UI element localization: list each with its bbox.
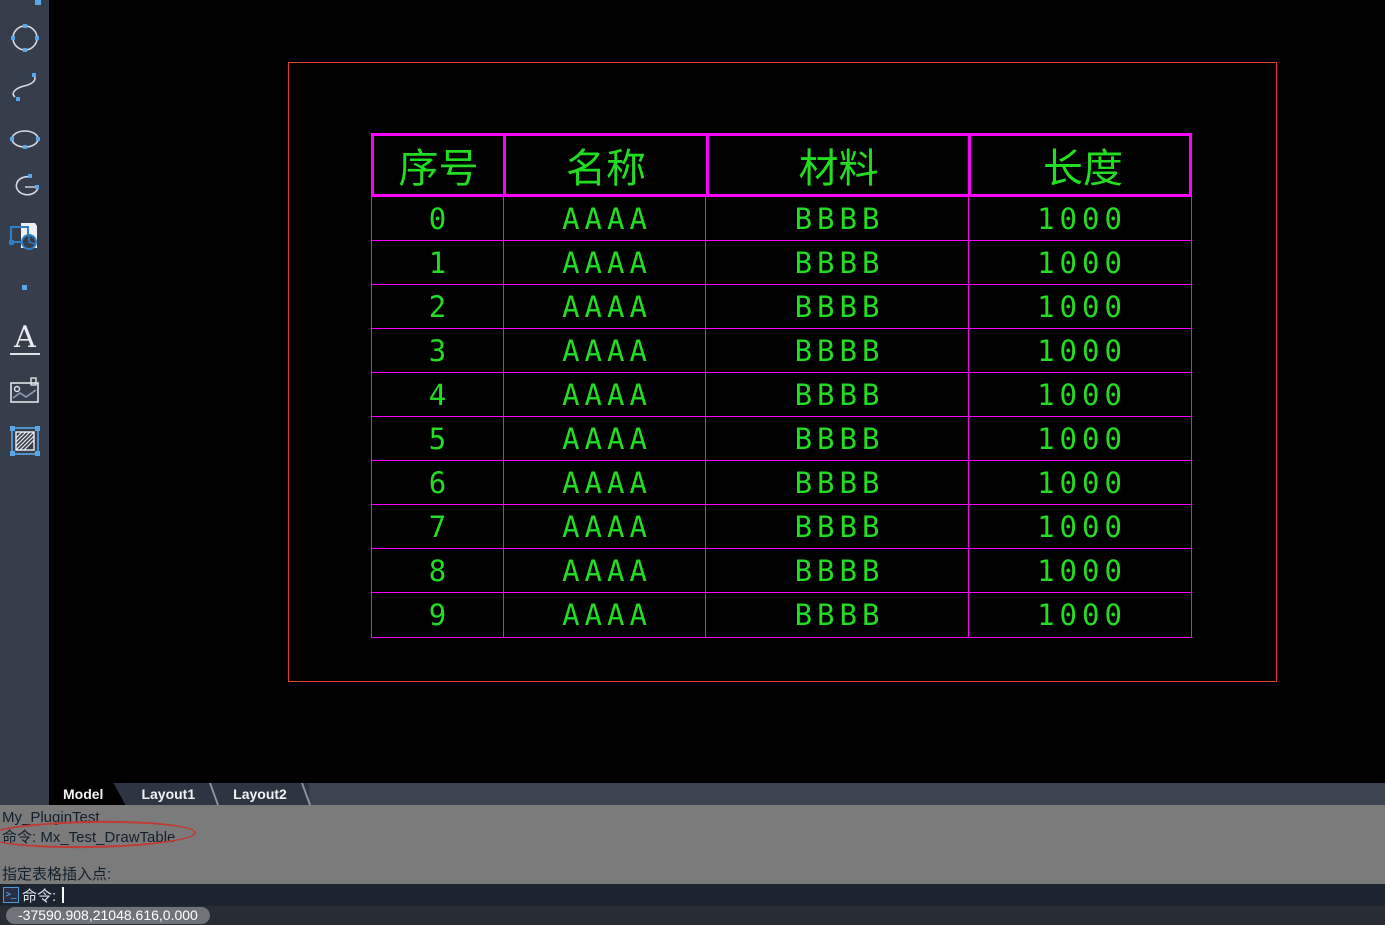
arc-tool-button[interactable] — [8, 171, 42, 205]
drawing-frame — [288, 62, 1277, 682]
arc-icon — [8, 171, 42, 205]
layout-tab-bar: Model Layout1 Layout2 — [49, 783, 1385, 805]
table-cell: 6 — [372, 461, 504, 504]
table-cell: 1000 — [1037, 245, 1127, 280]
table-row: 9 AAAA BBBB 1000 — [372, 593, 1191, 637]
table-cell: AAAA — [504, 549, 706, 592]
table-row: 0 AAAA BBBB 1000 — [372, 197, 1191, 241]
table-cell: 9 — [372, 593, 504, 637]
table-cell: BBBB — [706, 373, 969, 416]
image-tool-button[interactable] — [8, 375, 42, 405]
table-cell: BBBB — [706, 461, 969, 504]
image-icon — [8, 375, 42, 405]
block-icon — [8, 221, 42, 255]
table-cell: BBBB — [706, 241, 969, 284]
text-icon: A — [8, 323, 42, 355]
table-cell: 1000 — [1037, 598, 1127, 632]
table-row: 6 AAAA BBBB 1000 — [372, 461, 1191, 505]
table-cell: 2 — [372, 285, 504, 328]
table-cell: AAAA — [504, 593, 706, 637]
table-row: 3 AAAA BBBB 1000 — [372, 329, 1191, 373]
table-row: 8 AAAA BBBB 1000 — [372, 549, 1191, 593]
draw-toolbar: A — [0, 0, 49, 805]
table-header-cell: 长度 — [1043, 146, 1123, 192]
ellipse-tool-button[interactable] — [8, 126, 42, 154]
table-cell: AAAA — [504, 505, 706, 548]
terminal-prompt-icon: >_ — [3, 887, 19, 903]
table-cell: 1000 — [1037, 201, 1127, 236]
hatch-tool-button[interactable] — [8, 424, 42, 458]
table-cell: BBBB — [706, 505, 969, 548]
table-row: 4 AAAA BBBB 1000 — [372, 373, 1191, 417]
circle-tool-button[interactable] — [8, 21, 42, 55]
tab-layout2[interactable]: Layout2 — [233, 786, 287, 802]
command-input-row[interactable]: >_ 命令: — [0, 884, 1385, 906]
table-cell: 1000 — [1037, 377, 1127, 412]
table-cell: BBBB — [706, 549, 969, 592]
tab-layout1[interactable]: Layout1 — [141, 786, 196, 802]
table-cell: 0 — [372, 197, 504, 240]
table-cell: AAAA — [504, 329, 706, 372]
table-cell: 1000 — [1037, 333, 1127, 368]
text-tool-button[interactable]: A — [8, 323, 42, 358]
tab-bar-filler — [308, 783, 1385, 805]
table-cell: BBBB — [706, 417, 969, 460]
ellipse-icon — [8, 126, 42, 154]
table-cell: BBBB — [706, 285, 969, 328]
block-tool-button[interactable] — [8, 221, 42, 255]
spline-icon — [8, 71, 42, 105]
table-body: 0 AAAA BBBB 1000 1 AAAA BBBB 1000 2 AAAA BBBB 1000 3… — [371, 197, 1192, 638]
table-cell: AAAA — [504, 197, 706, 240]
cad-table: 序号 名称 材料 长度 0 AAAA BBBB 1000 1 AAAA BBBB 1000 2 AAAA… — [371, 133, 1192, 638]
command-history-line: My_PluginTest — [2, 809, 100, 826]
circle-icon — [8, 21, 42, 55]
table-cell: 1000 — [1037, 553, 1127, 588]
table-cell: 4 — [372, 373, 504, 416]
table-cell: 5 — [372, 417, 504, 460]
command-history-line: 命令: Mx_Test_DrawTable — [2, 829, 176, 846]
table-cell: 1000 — [1037, 421, 1127, 456]
table-row: 2 AAAA BBBB 1000 — [372, 285, 1191, 329]
text-cursor — [62, 887, 65, 903]
command-history-line: 指定表格插入点: — [2, 866, 112, 883]
partial-grip-icon — [35, 0, 41, 5]
table-header-cell: 材料 — [709, 136, 971, 194]
table-cell: 1 — [372, 241, 504, 284]
table-cell: BBBB — [706, 593, 969, 637]
table-row: 5 AAAA BBBB 1000 — [372, 417, 1191, 461]
table-cell: AAAA — [504, 417, 706, 460]
command-prompt-label: 命令: — [22, 887, 57, 905]
spline-tool-button[interactable] — [8, 71, 42, 105]
table-cell: 3 — [372, 329, 504, 372]
table-cell: AAAA — [504, 373, 706, 416]
hatch-icon — [8, 424, 42, 458]
table-cell: AAAA — [504, 285, 706, 328]
table-cell: BBBB — [706, 197, 969, 240]
tab-model[interactable]: Model — [49, 783, 125, 805]
table-cell: 7 — [372, 505, 504, 548]
command-history[interactable]: My_PluginTest 命令: Mx_Test_DrawTable 指定表格… — [0, 805, 1385, 884]
table-row: 7 AAAA BBBB 1000 — [372, 505, 1191, 549]
table-header-cell: 名称 — [506, 136, 709, 194]
table-header-cell: 序号 — [374, 136, 506, 194]
table-cell: 8 — [372, 549, 504, 592]
cursor-coordinates: -37590.908,21048.616,0.000 — [6, 907, 210, 924]
table-cell: 1000 — [1037, 289, 1127, 324]
table-cell: AAAA — [504, 461, 706, 504]
table-cell: AAAA — [504, 241, 706, 284]
table-header-row: 序号 名称 材料 长度 — [371, 133, 1192, 197]
table-cell: 1000 — [1037, 509, 1127, 544]
point-tool-button[interactable] — [8, 284, 42, 292]
status-bar: -37590.908,21048.616,0.000 — [0, 906, 1385, 925]
table-cell: 1000 — [1037, 465, 1127, 500]
table-cell: BBBB — [706, 329, 969, 372]
table-row: 1 AAAA BBBB 1000 — [372, 241, 1191, 285]
point-icon — [8, 284, 42, 292]
